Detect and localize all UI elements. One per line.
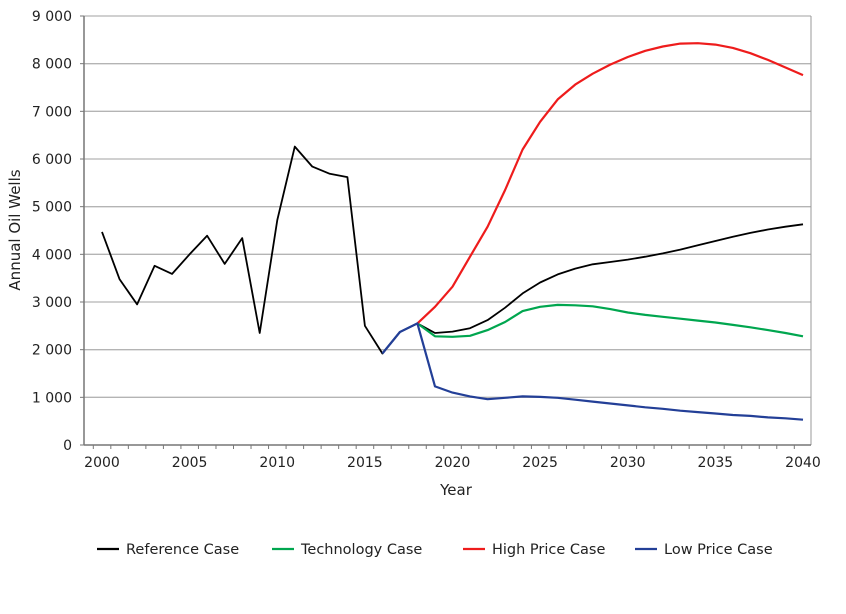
series-line-high-price-case — [416, 42, 804, 325]
x-tick-label: 2025 — [522, 455, 558, 471]
legend-label-reference-case: Reference Case — [126, 542, 239, 558]
y-tick-label: 2 000 — [32, 343, 72, 359]
series-line-low-price-case — [381, 322, 804, 421]
y-tick-label: 1 000 — [32, 390, 72, 406]
x-tick-label: 2015 — [347, 455, 383, 471]
legend-label-high-price-case: High Price Case — [492, 542, 605, 558]
series-line-technology-case — [416, 303, 804, 338]
legend-label-low-price-case: Low Price Case — [664, 542, 773, 558]
axes — [80, 15, 812, 449]
x-tick-label: 2035 — [698, 455, 734, 471]
x-tick-label: 2010 — [259, 455, 295, 471]
x-tick-labels: 2000 2005 2010 2015 2020 2025 2030 2035 2040 — [84, 455, 821, 471]
y-tick-label: 6 000 — [32, 152, 72, 168]
legend: Reference Case Technology Case High Price … — [97, 542, 773, 558]
x-tick-label: 2005 — [172, 455, 208, 471]
y-tick-label: 8 000 — [32, 57, 72, 73]
x-axis-label: Year — [439, 481, 473, 499]
gridlines — [84, 15, 811, 398]
y-tick-label: 5 000 — [32, 200, 72, 216]
y-tick-label: 0 — [63, 438, 72, 454]
y-tick-label: 9 000 — [32, 9, 72, 25]
y-axis-label: Annual Oil Wells — [6, 169, 24, 290]
x-tick-label: 2000 — [84, 455, 120, 471]
x-tick-label: 2030 — [610, 455, 646, 471]
series-lines — [101, 42, 804, 421]
y-tick-label: 7 000 — [32, 104, 72, 120]
y-tick-label: 3 000 — [32, 295, 72, 311]
y-tick-label: 4 000 — [32, 247, 72, 263]
y-tick-labels: 0 1 000 2 000 3 000 4 000 5 000 6 000 7 000 8 00… — [32, 9, 72, 454]
legend-label-technology-case: Technology Case — [300, 542, 422, 558]
x-tick-label: 2020 — [435, 455, 471, 471]
x-tick-label: 2040 — [785, 455, 821, 471]
series-line-reference-case — [101, 145, 804, 355]
